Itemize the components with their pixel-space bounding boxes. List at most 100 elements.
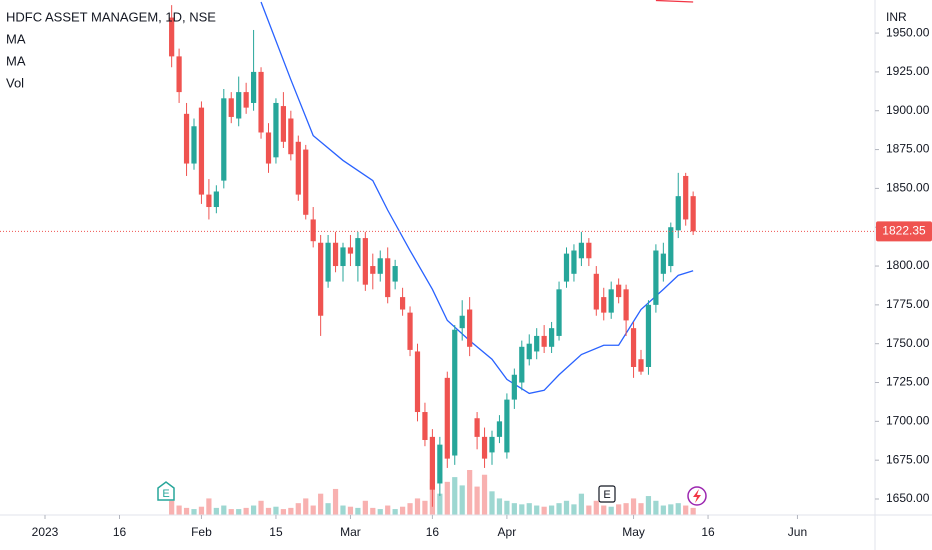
candle-body xyxy=(422,412,428,440)
candle-body xyxy=(690,196,696,232)
volume-bar xyxy=(593,500,599,515)
volume-bar xyxy=(265,507,272,515)
earnings-badge[interactable]: E xyxy=(157,481,175,501)
volume-bar xyxy=(608,506,614,515)
volume-bar xyxy=(504,500,510,515)
candle-body xyxy=(414,351,421,413)
volume-bar xyxy=(548,505,555,515)
candle-body xyxy=(191,126,197,164)
y-tick-label: 1850.00 xyxy=(886,181,930,195)
volume-bar xyxy=(459,485,465,515)
legend-vol[interactable]: Vol xyxy=(6,75,24,90)
candle-body xyxy=(265,132,272,164)
candle-body xyxy=(526,343,532,360)
candle-body xyxy=(183,113,190,164)
candle-body xyxy=(310,219,316,242)
candle-body xyxy=(593,273,599,310)
y-tick-label: 1775.00 xyxy=(886,297,930,311)
volume-bar xyxy=(399,506,406,515)
volume-bar xyxy=(236,509,242,515)
candle-body xyxy=(645,304,652,367)
legend-ma[interactable]: MA xyxy=(6,31,26,46)
volume-bar xyxy=(414,498,421,515)
candle-body xyxy=(459,315,465,329)
y-tick-label: 1875.00 xyxy=(886,142,930,156)
candle-body xyxy=(362,238,368,285)
volume-bar xyxy=(169,500,175,515)
volume-bar xyxy=(198,506,205,515)
y-tick-label: 1700.00 xyxy=(886,414,930,428)
x-tick-label: Feb xyxy=(191,525,212,539)
candle-body xyxy=(481,436,488,459)
candle-body xyxy=(280,106,287,142)
candle-body xyxy=(474,418,480,437)
y-tick-label: 1925.00 xyxy=(886,64,930,78)
volume-bar xyxy=(183,507,190,515)
volume-bar xyxy=(690,507,696,515)
volume-bar xyxy=(392,509,398,515)
candle-body xyxy=(548,328,555,347)
x-tick-label: 2023 xyxy=(32,525,59,539)
chart-title: HDFC ASSET MANAGEM, 1D, NSE xyxy=(6,9,216,24)
volume-bar xyxy=(653,500,659,515)
volume-bar xyxy=(258,500,264,515)
volume-bar xyxy=(332,488,339,515)
candle-body xyxy=(534,335,540,352)
volume-bar xyxy=(318,493,324,515)
candle-body xyxy=(332,242,339,267)
volume-bar xyxy=(377,509,383,515)
volume-bar xyxy=(563,500,570,515)
volume-bar xyxy=(362,500,368,515)
volume-bar xyxy=(616,504,622,515)
candle-body xyxy=(288,118,294,155)
candle-body xyxy=(377,258,383,274)
volume-bar xyxy=(452,477,458,515)
volume-bar xyxy=(422,500,428,515)
volume-bar xyxy=(191,509,197,515)
candle-body xyxy=(325,242,331,282)
candle-body xyxy=(653,250,659,305)
volume-bar xyxy=(534,505,540,515)
y-tick-label: 1675.00 xyxy=(886,452,930,466)
volume-bar xyxy=(586,505,592,515)
candle-body xyxy=(556,289,562,336)
candle-body xyxy=(601,297,607,313)
y-tick-label: 1650.00 xyxy=(886,491,930,505)
candle-body xyxy=(258,71,264,133)
legend-ma[interactable]: MA xyxy=(6,53,26,68)
candle-body xyxy=(347,247,354,254)
volume-bar xyxy=(407,503,413,515)
volume-bar xyxy=(355,507,361,515)
volume-bar xyxy=(206,498,212,515)
moving-average-line xyxy=(655,0,694,3)
candle-body xyxy=(392,266,398,282)
currency-label: INR xyxy=(886,10,907,24)
volume-bar xyxy=(571,504,577,515)
candle-body xyxy=(467,309,473,347)
candle-body xyxy=(250,71,257,103)
volume-bar xyxy=(668,504,674,515)
y-tick-label: 1800.00 xyxy=(886,258,930,272)
x-tick-label: Jun xyxy=(788,525,807,539)
volume-bar xyxy=(638,503,644,515)
candle-body xyxy=(511,374,517,400)
plot-area xyxy=(169,0,696,515)
earnings-badge[interactable]: E xyxy=(598,485,616,503)
volume-bar xyxy=(273,506,279,515)
candle-body xyxy=(385,258,391,298)
volume-bar xyxy=(467,470,473,515)
candle-body xyxy=(303,149,309,215)
volume-bar xyxy=(221,505,227,515)
candle-body xyxy=(198,107,205,195)
volume-bar xyxy=(340,505,346,515)
candle-body xyxy=(169,17,175,57)
candle-body xyxy=(571,250,577,274)
last-price-tag xyxy=(876,221,932,242)
candle-body xyxy=(496,421,503,437)
dividend-badge[interactable] xyxy=(687,486,707,506)
volume-bar xyxy=(325,503,331,515)
candle-body xyxy=(236,92,242,119)
candle-body xyxy=(616,284,622,298)
candle-body xyxy=(541,335,547,347)
candle-body xyxy=(586,242,592,259)
